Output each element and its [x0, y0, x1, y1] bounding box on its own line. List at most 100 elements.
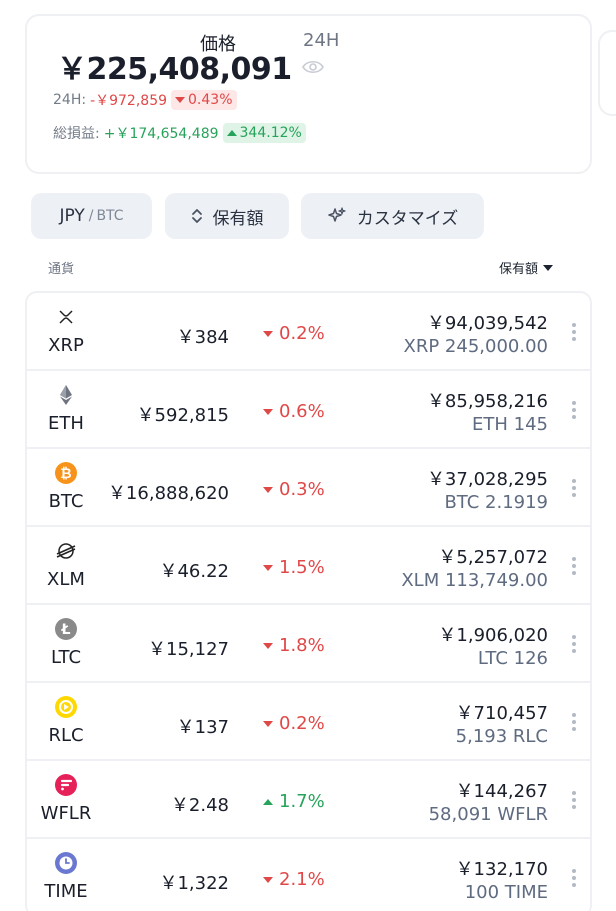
holding-amount: XLM 113,749.00 [401, 570, 548, 591]
total-pnl-row: 総損益: +￥174,654,489 344.12% [53, 123, 306, 143]
change-24h-percent: 0.43% [188, 92, 233, 108]
more-options-icon[interactable] [572, 713, 576, 731]
coin-change-value: 1.7% [279, 791, 325, 812]
down-triangle-icon [263, 486, 273, 493]
coin-change-24h: 1.7% [263, 791, 325, 812]
holding-amount: 5,193 RLC [455, 726, 548, 747]
svg-text:Ł: Ł [61, 622, 71, 638]
holding-amount: BTC 2.1919 [444, 492, 548, 513]
holding-value: ￥37,028,295 [426, 469, 548, 490]
holding-value: ￥144,267 [455, 781, 548, 802]
coin-change-value: 2.1% [279, 869, 325, 890]
coin-symbol: XRP [48, 335, 84, 356]
time-icon [55, 852, 77, 874]
holding-value: ￥132,170 [455, 859, 548, 880]
table-row[interactable]: Ł LTC ￥15,127 1.8% ￥1,906,020 LTC 126 [27, 605, 590, 683]
table-row[interactable]: XLM ￥46.22 1.5% ￥5,257,072 XLM 113,749.0… [27, 527, 590, 605]
coin-price: ￥46.22 [159, 561, 229, 582]
customize-label: カスタマイズ [356, 208, 459, 229]
table-row[interactable]: WFLR ￥2.48 1.7% ￥144,267 58,091 WFLR [27, 761, 590, 839]
coin-change-24h: 1.8% [263, 635, 325, 656]
down-triangle-icon [263, 408, 273, 415]
table-row[interactable]: XRP ￥384 0.2% ￥94,039,542 XRP 245,000.00 [27, 293, 590, 371]
sort-desc-icon [543, 264, 554, 271]
coin-price: ￥16,888,620 [107, 483, 229, 504]
holding-amount: LTC 126 [477, 648, 548, 669]
more-options-icon[interactable] [572, 869, 576, 887]
coin-change-24h: 1.5% [263, 557, 325, 578]
column-header-holding[interactable]: 保有額 [499, 258, 554, 277]
up-triangle-icon [263, 798, 273, 805]
coin-price: ￥384 [176, 327, 229, 348]
holding-amount: 100 TIME [464, 882, 548, 903]
rlc-icon [55, 696, 77, 718]
eth-icon [55, 384, 77, 406]
down-triangle-icon [175, 97, 186, 103]
holding-value: ￥1,906,020 [438, 625, 548, 646]
more-options-icon[interactable] [572, 479, 576, 497]
total-pnl-badge: 344.12% [222, 123, 306, 143]
more-options-icon[interactable] [572, 323, 576, 341]
sort-label: 保有額 [212, 208, 264, 229]
sparkle-icon [328, 207, 346, 222]
column-header-holding-label: 保有額 [499, 262, 539, 277]
column-header-24h[interactable]: 24H [303, 30, 340, 51]
table-row[interactable]: RLC ￥137 0.2% ￥710,457 5,193 RLC [27, 683, 590, 761]
holding-amount: 58,091 WFLR [428, 804, 548, 825]
coin-change-value: 0.2% [279, 323, 325, 344]
currency-toggle-button[interactable]: JPY / BTC [31, 193, 152, 239]
holding-value: ￥5,257,072 [438, 547, 548, 568]
coin-change-value: 0.6% [279, 401, 325, 422]
total-pnl-percent: 344.12% [239, 125, 302, 141]
total-pnl-value: +￥174,654,489 [103, 126, 219, 142]
btc-icon: ₿ [55, 462, 77, 484]
customize-button[interactable]: カスタマイズ [301, 193, 484, 239]
column-header-price[interactable]: 価格 [200, 34, 236, 55]
down-triangle-icon [263, 720, 273, 727]
holding-amount: XRP 245,000.00 [403, 336, 548, 357]
wflr-icon [55, 774, 77, 796]
coin-symbol: RLC [48, 725, 84, 746]
holdings-table: XRP ￥384 0.2% ￥94,039,542 XRP 245,000.00… [25, 291, 592, 911]
change-24h-value: -￥972,859 [90, 93, 168, 109]
change-24h-label: 24H: [53, 92, 87, 108]
table-row[interactable]: ₿ BTC ￥16,888,620 0.3% ￥37,028,295 BTC 2… [27, 449, 590, 527]
sort-button[interactable]: 保有額 [165, 193, 289, 239]
coin-change-value: 0.2% [279, 713, 325, 734]
coin-symbol: BTC [48, 491, 84, 512]
coin-change-value: 1.8% [279, 635, 325, 656]
next-card-edge[interactable] [598, 30, 616, 116]
total-balance-row: ￥225,408,091 [57, 44, 324, 88]
eye-icon[interactable] [301, 59, 324, 74]
more-options-icon[interactable] [572, 791, 576, 809]
coin-symbol: ETH [48, 413, 84, 434]
table-row[interactable]: ETH ￥592,815 0.6% ￥85,958,216 ETH 145 [27, 371, 590, 449]
coin-price: ￥1,322 [159, 873, 229, 894]
table-row[interactable]: TIME ￥1,322 2.1% ￥132,170 100 TIME [27, 839, 590, 911]
xrp-icon [55, 306, 77, 328]
currency-primary-label: JPY [59, 206, 85, 226]
coin-price: ￥592,815 [136, 405, 229, 426]
coin-change-24h: 0.2% [263, 323, 325, 344]
currency-separator: / [88, 208, 94, 224]
more-options-icon[interactable] [572, 635, 576, 653]
sort-icon [191, 209, 202, 223]
column-header-currency[interactable]: 通貨 [48, 262, 75, 277]
portfolio-summary-card: ￥225,408,091 24H: -￥972,859 0.43% 総損益: +… [25, 14, 592, 174]
xlm-icon [55, 540, 77, 562]
coin-change-24h: 0.3% [263, 479, 325, 500]
coin-change-24h: 0.2% [263, 713, 325, 734]
currency-secondary-label: BTC [96, 208, 124, 224]
coin-change-24h: 2.1% [263, 869, 325, 890]
ltc-icon: Ł [55, 618, 77, 640]
coin-change-24h: 0.6% [263, 401, 325, 422]
svg-text:₿: ₿ [60, 466, 71, 482]
holding-value: ￥710,457 [455, 703, 548, 724]
total-pnl-label: 総損益: [53, 126, 100, 142]
change-24h-row: 24H: -￥972,859 0.43% [53, 90, 237, 110]
holding-value: ￥94,039,542 [426, 313, 548, 334]
more-options-icon[interactable] [572, 401, 576, 419]
more-options-icon[interactable] [572, 557, 576, 575]
change-24h-badge: 0.43% [171, 90, 237, 110]
up-triangle-icon [226, 130, 237, 136]
